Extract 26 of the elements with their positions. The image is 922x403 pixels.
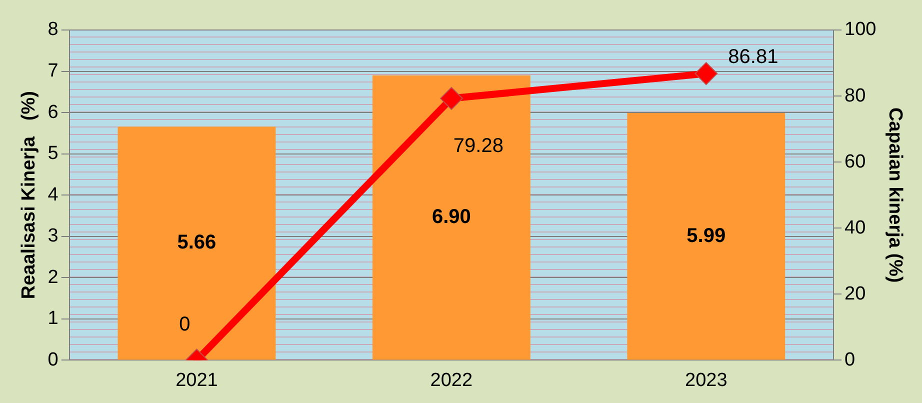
y-tick-label: 4: [48, 184, 59, 206]
y-tick-label: 3: [48, 226, 58, 247]
x-tick-label: 2023: [685, 370, 728, 391]
y2-tick-label: 100: [844, 19, 876, 40]
y-tick-label: 6: [48, 102, 58, 123]
y2-tick-label: 60: [844, 151, 866, 172]
y-tick-label: 1: [48, 308, 58, 330]
y2-axis-title: Capaian kinerja (%): [884, 107, 906, 283]
x-tick-label: 2022: [430, 370, 473, 391]
y2-tick-label: 0: [844, 349, 856, 370]
text: 0: [179, 314, 190, 336]
text: 5.99: [686, 224, 726, 247]
y-tick-label: 8: [48, 19, 58, 40]
text: 5.66: [177, 232, 216, 254]
y-axis-title: Reaalisasi Kinerja (%): [18, 91, 40, 300]
y-tick-label: 7: [48, 60, 58, 82]
y2-tick-label: 80: [844, 85, 866, 106]
y-tick-label: 5: [48, 143, 58, 164]
y-tick-label: 0: [48, 349, 58, 370]
text: 6.90: [432, 206, 471, 228]
x-tick-label: 2021: [176, 370, 218, 391]
y2-tick-label: 20: [844, 283, 866, 304]
y-tick-label: 2: [48, 266, 58, 288]
y2-tick-label: 40: [844, 217, 866, 238]
text: 86.81: [728, 46, 778, 68]
text: 79.28: [453, 134, 504, 157]
